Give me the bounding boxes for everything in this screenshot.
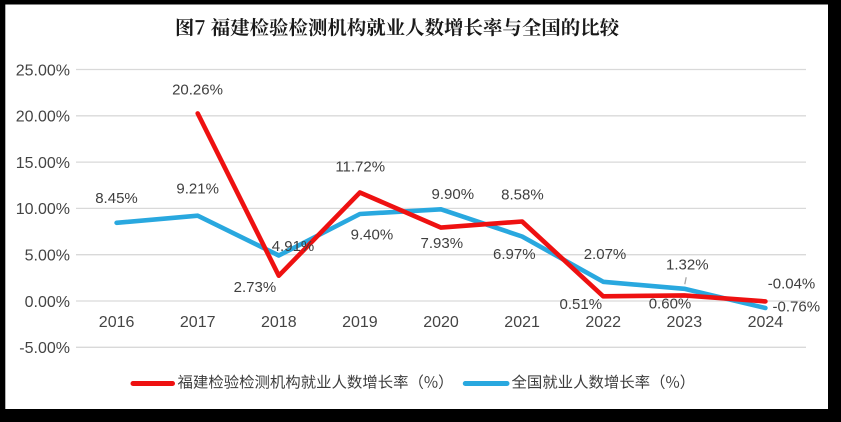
svg-text:5.00%: 5.00% bbox=[25, 248, 70, 265]
svg-text:2024: 2024 bbox=[748, 314, 784, 331]
svg-text:0.60%: 0.60% bbox=[649, 296, 692, 313]
svg-text:-5.00%: -5.00% bbox=[19, 340, 70, 357]
svg-text:8.58%: 8.58% bbox=[501, 187, 544, 204]
svg-text:-0.04%: -0.04% bbox=[768, 276, 816, 293]
svg-text:20.00%: 20.00% bbox=[16, 109, 70, 126]
svg-text:2017: 2017 bbox=[180, 314, 216, 331]
svg-text:7.93%: 7.93% bbox=[421, 235, 464, 252]
svg-text:-0.76%: -0.76% bbox=[773, 298, 821, 315]
svg-text:2020: 2020 bbox=[423, 314, 459, 331]
svg-text:2016: 2016 bbox=[99, 314, 135, 331]
svg-text:9.21%: 9.21% bbox=[176, 180, 219, 197]
svg-text:20.26%: 20.26% bbox=[172, 81, 223, 98]
svg-text:0.00%: 0.00% bbox=[25, 294, 70, 311]
svg-text:1.32%: 1.32% bbox=[666, 256, 709, 273]
svg-text:10.00%: 10.00% bbox=[16, 201, 70, 218]
svg-text:9.90%: 9.90% bbox=[432, 186, 475, 203]
svg-text:2021: 2021 bbox=[504, 314, 540, 331]
svg-text:2018: 2018 bbox=[261, 314, 297, 331]
svg-text:0.51%: 0.51% bbox=[560, 296, 603, 313]
svg-text:11.72%: 11.72% bbox=[335, 159, 385, 176]
svg-text:2022: 2022 bbox=[585, 314, 621, 331]
svg-text:8.45%: 8.45% bbox=[95, 190, 138, 207]
svg-text:2.07%: 2.07% bbox=[584, 246, 627, 263]
svg-text:2023: 2023 bbox=[667, 314, 703, 331]
svg-text:4.91%: 4.91% bbox=[272, 238, 315, 255]
svg-text:2.73%: 2.73% bbox=[234, 279, 277, 296]
svg-text:15.00%: 15.00% bbox=[16, 155, 70, 172]
svg-text:25.00%: 25.00% bbox=[16, 62, 70, 79]
svg-text:2019: 2019 bbox=[342, 314, 378, 331]
svg-text:6.97%: 6.97% bbox=[493, 246, 536, 263]
svg-text:9.40%: 9.40% bbox=[351, 226, 394, 243]
